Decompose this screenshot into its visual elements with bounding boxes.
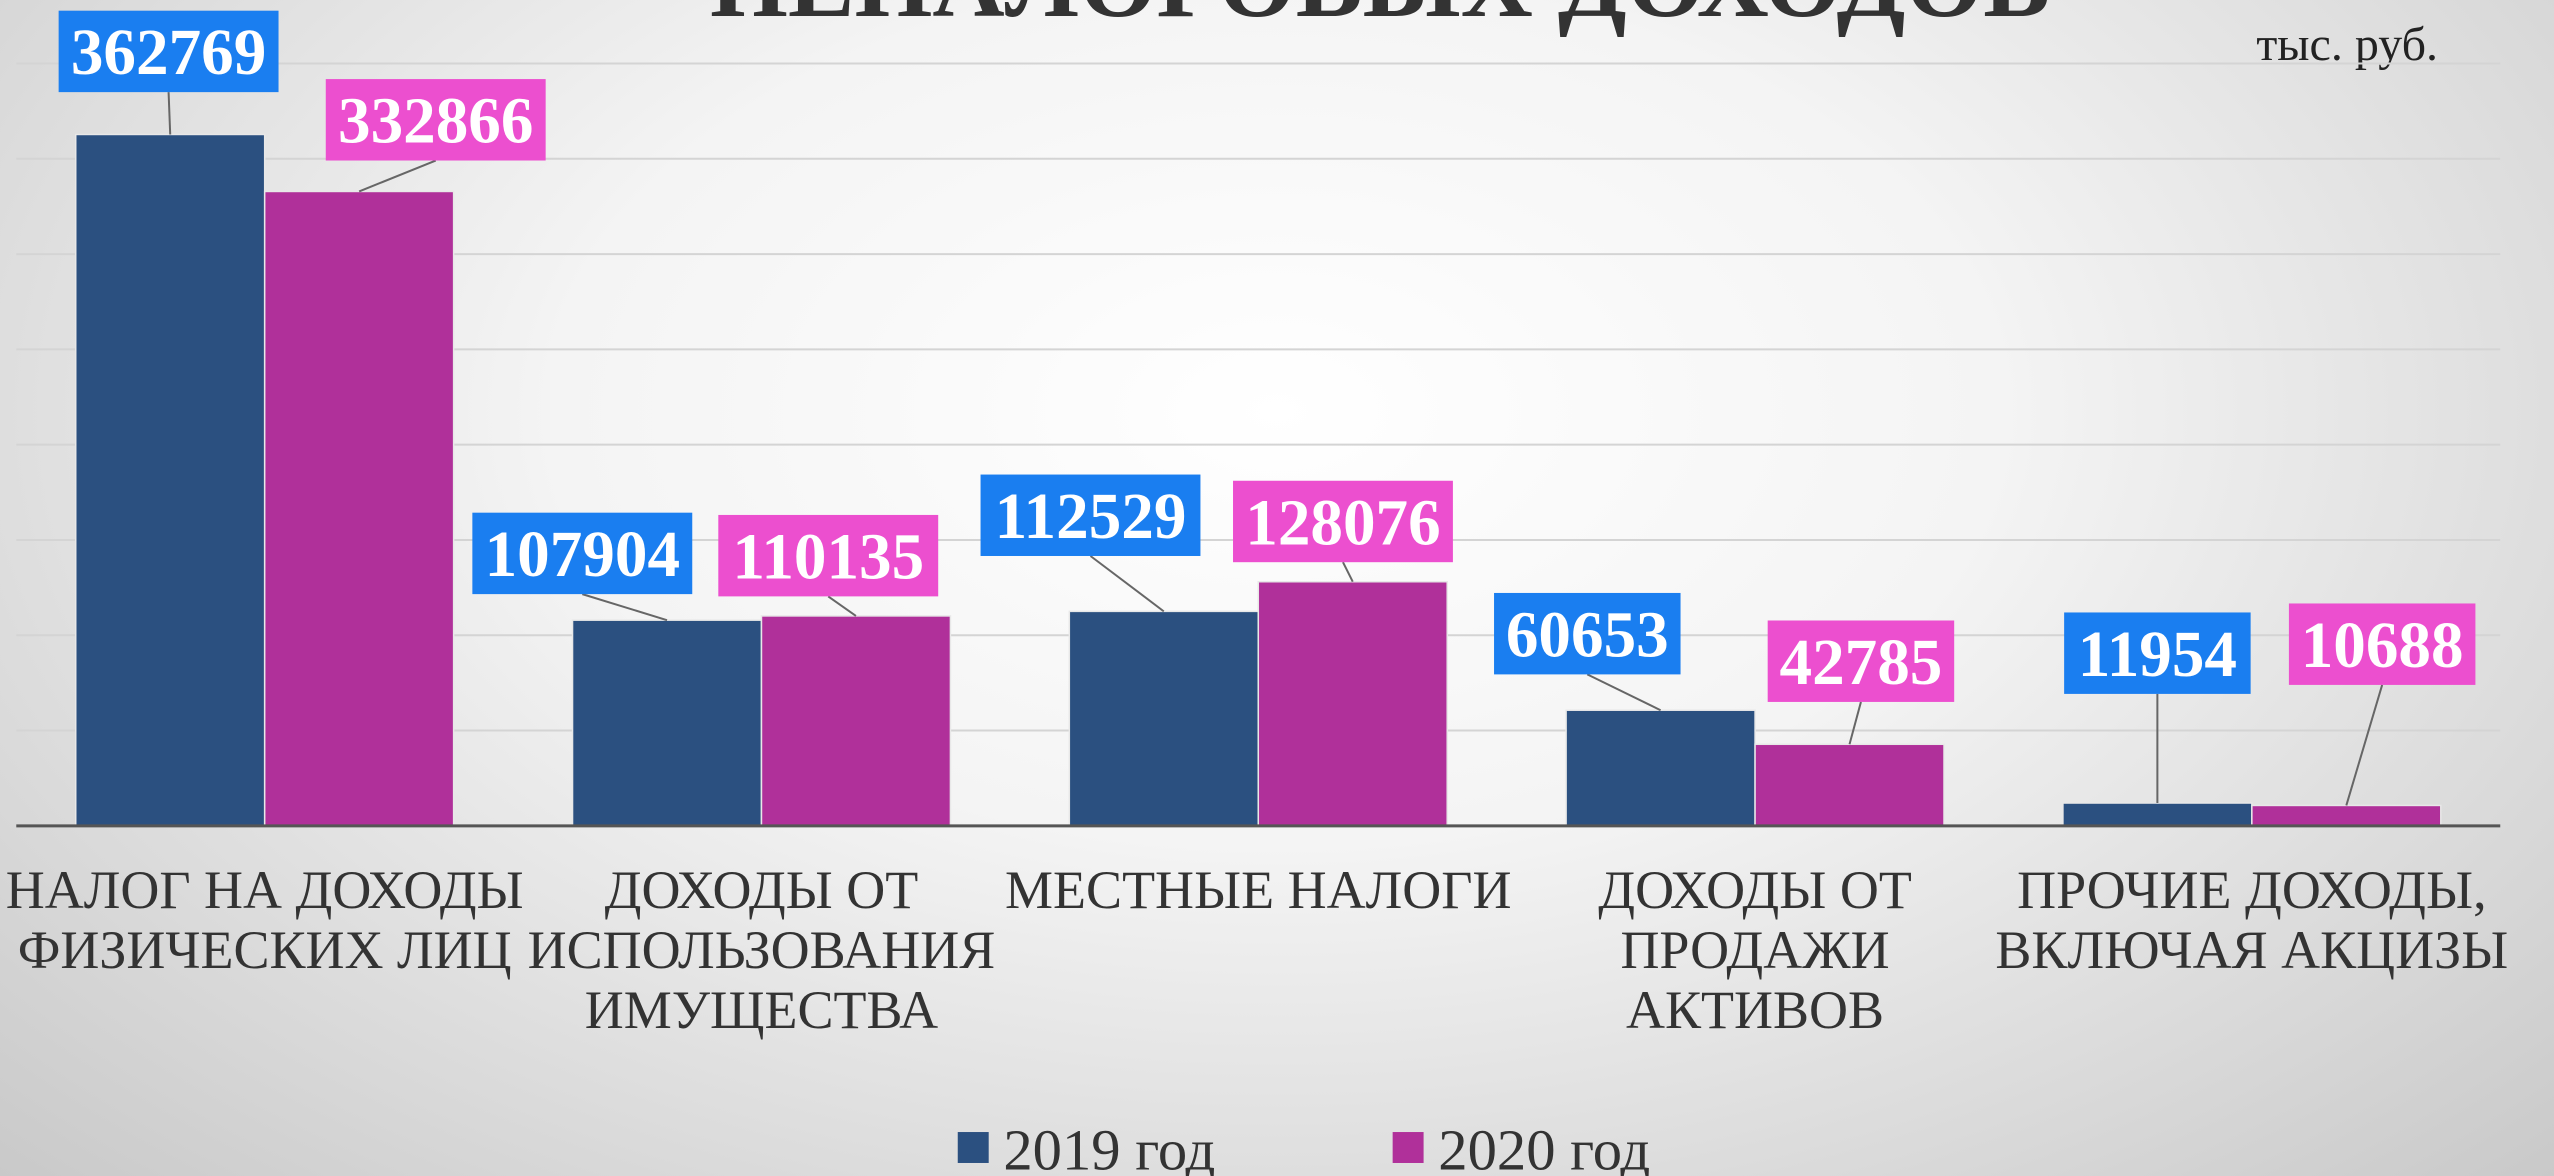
bar [571, 619, 763, 827]
leader-line [827, 595, 857, 617]
data-label-box [2064, 612, 2251, 694]
data-label: 10688 [2301, 610, 2464, 682]
x-tick-label: НАЛОГ НА ДОХОДЫ ФИЗИЧЕСКИХ ЛИЦ [5, 860, 524, 981]
legend-label: 2020 год [1438, 1117, 1650, 1176]
leader-line [167, 92, 172, 135]
legend-label: 2019 год [1003, 1117, 1215, 1176]
data-label: 128076 [1245, 487, 1440, 559]
x-tick-label: ДОХОДЫ ОТ ИСПОЛЬЗОВАНИЯ ИМУЩЕСТВА [527, 860, 996, 1041]
unit-label: тыс. руб. [2256, 18, 2438, 71]
bar [263, 190, 455, 827]
bar [1068, 610, 1260, 827]
bar [2251, 804, 2442, 827]
bar [760, 615, 952, 827]
data-label: 332866 [338, 86, 533, 158]
data-label-box [2288, 603, 2476, 685]
bar [1754, 743, 1945, 827]
chart-title: НЕНАЛОГОВЫХ ДОХОДОВ [710, 0, 2050, 38]
data-label-box [1494, 592, 1681, 675]
bar [1257, 580, 1448, 827]
data-label-box [980, 474, 1201, 556]
data-label: 11954 [2078, 619, 2237, 691]
leader-line [2345, 684, 2384, 806]
data-label-box [58, 10, 279, 93]
bar [74, 133, 266, 827]
leader-line [1586, 673, 1662, 712]
leader-line [582, 593, 668, 622]
data-label: 112529 [995, 481, 1187, 553]
leader-line [1089, 555, 1165, 613]
x-tick-label: ДОХОДЫ ОТ ПРОДАЖИ АКТИВОВ [1598, 860, 1912, 1041]
legend-swatch [1392, 1132, 1424, 1163]
x-tick-label: МЕСТНЫЕ НАЛОГИ [1005, 860, 1512, 921]
data-label-box [718, 514, 939, 597]
bar [1565, 709, 1756, 827]
data-label-box [1767, 620, 1955, 702]
leader-line [1342, 561, 1354, 583]
leader-line [358, 159, 437, 193]
data-label-box [1233, 480, 1453, 563]
data-label: 110135 [732, 521, 924, 593]
data-label-box [325, 79, 546, 161]
data-label: 60653 [1506, 599, 1669, 671]
data-label-box [472, 512, 693, 595]
x-tick-label: ПРОЧИЕ ДОХОДЫ, ВКЛЮЧАЯ АКЦИЗЫ [1995, 860, 2509, 981]
legend-swatch [957, 1132, 989, 1163]
data-label: 362769 [71, 17, 266, 89]
data-label: 107904 [485, 519, 680, 591]
bar [2062, 802, 2253, 827]
data-label: 42785 [1780, 627, 1943, 699]
leader-line [1848, 701, 1862, 745]
